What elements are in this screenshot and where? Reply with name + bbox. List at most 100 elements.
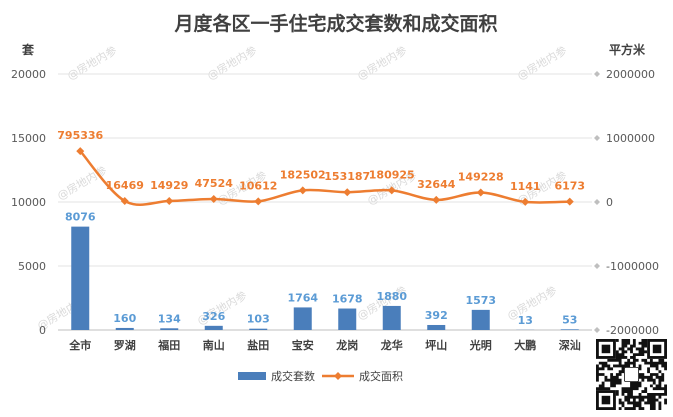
watermark-text: @房地内参 [65,43,120,83]
category-label: 罗湖 [114,338,136,352]
bar [249,328,268,330]
category-label: 龙华 [380,338,403,352]
watermark-text: @房地内参 [205,43,260,83]
category-label: 宝安 [292,338,314,352]
right-tick-label: 1000000 [606,132,655,145]
line-value-label: 10612 [239,179,277,192]
bar [71,226,90,330]
qr-modules [596,339,667,410]
qr-finder-core [652,344,662,354]
bar-series [71,226,579,330]
watermark-text: @房地内参 [515,43,570,83]
bar [160,328,179,330]
right-tick-label: 0 [606,196,613,209]
left-tick-label: 20000 [11,68,46,81]
left-tick-label: 0 [39,324,46,337]
line-point [120,196,129,205]
watermark-text: @房地内参 [55,163,110,203]
line-series [76,147,574,206]
bar-value-label: 326 [202,310,225,323]
qr-finder-core [601,344,611,354]
bar-value-label: 1880 [376,290,407,303]
gridlines [58,73,592,331]
line-point [343,188,352,197]
qr-finder-core [601,395,611,405]
bar [560,329,579,330]
right-tick-label: -2000000 [606,324,659,337]
left-axis-unit: 套 [21,42,35,57]
category-label: 全市 [68,338,91,352]
bar [293,307,312,330]
bar [204,325,223,330]
right-tick-marker [594,263,600,269]
bar-value-label: 8076 [65,211,96,224]
line-point [298,186,307,195]
line-point [165,197,174,206]
line-point [432,195,441,204]
right-tick-marker [594,135,600,141]
line-value-label: 6173 [554,180,585,193]
line-value-label: 14929 [150,179,188,192]
category-label: 光明 [469,338,492,352]
category-label: 坪山 [425,338,447,352]
line-point [209,194,218,203]
chart-title: 月度各区一手住宅成交套数和成交面积 [173,12,497,35]
bar-value-label: 392 [425,309,448,322]
bar [471,309,490,330]
left-axis-ticks: 0 5000 10000 15000 20000 [11,68,46,337]
legend-line-marker [334,372,342,380]
qr-code-image [596,339,667,410]
line-value-label: 16469 [106,179,144,192]
bar-value-labels: 8076 160 134 326 103 1764 1678 1880 392 1573 13 53 [65,211,577,327]
line-point [76,147,85,156]
right-tick-marker [594,327,600,333]
left-tick-label: 5000 [18,260,46,273]
line-value-label: 180925 [369,168,415,181]
category-label: 盐田 [247,338,269,352]
line-value-label: 47524 [195,177,234,190]
line-point [254,197,263,206]
line-value-labels: 795336 16469 14929 47524 1061218250215318718… [57,129,585,193]
bar [338,308,357,330]
bar-value-label: 53 [562,313,577,326]
category-label: 福田 [157,338,180,352]
qr-center-logo [624,366,640,382]
legend-bar-label: 成交套数 [271,369,315,383]
line-point [565,197,574,206]
bar [115,327,134,330]
left-tick-label: 15000 [11,132,46,145]
right-tick-label: -1000000 [606,260,659,273]
category-label: 龙岗 [335,338,358,352]
line-point [387,186,396,195]
line-value-label: 795336 [57,129,103,142]
legend: 成交套数 成交面积 [238,369,403,383]
line-value-label: 182502 [280,168,326,181]
legend-bar-swatch [238,372,266,380]
right-tick-marker [594,199,600,205]
category-label: 大鹏 [514,338,536,352]
line-value-label: 32644 [417,178,456,191]
line-point [521,197,530,206]
line-value-label: 149228 [458,170,504,183]
bar-value-label: 160 [113,312,136,325]
bar-value-label: 103 [247,313,270,326]
legend-line-label: 成交面积 [359,369,403,383]
right-axis-unit: 平方米 [609,42,646,57]
right-tick-marker [594,71,600,77]
bar [427,324,446,330]
line-value-label: 153187 [324,170,370,183]
bar-value-label: 13 [518,314,533,327]
line-value-label: 1141 [510,180,541,193]
category-label: 深汕 [559,338,581,352]
left-tick-label: 10000 [11,196,46,209]
bar-value-label: 134 [158,312,181,325]
category-axis-labels: 全市 罗湖 福田 南山 盐田 宝安 龙岗 龙华 坪山 光明 大鹏 深汕 [68,338,581,352]
watermark-text: @房地内参 [355,43,410,83]
right-tick-label: 2000000 [606,68,655,81]
category-label: 南山 [203,338,225,352]
bar [382,305,401,330]
bar-value-label: 1678 [332,293,363,306]
bar-value-label: 1573 [465,294,496,307]
right-axis-ticks: -2000000 -1000000 0 1000000 2000000 [594,68,659,337]
